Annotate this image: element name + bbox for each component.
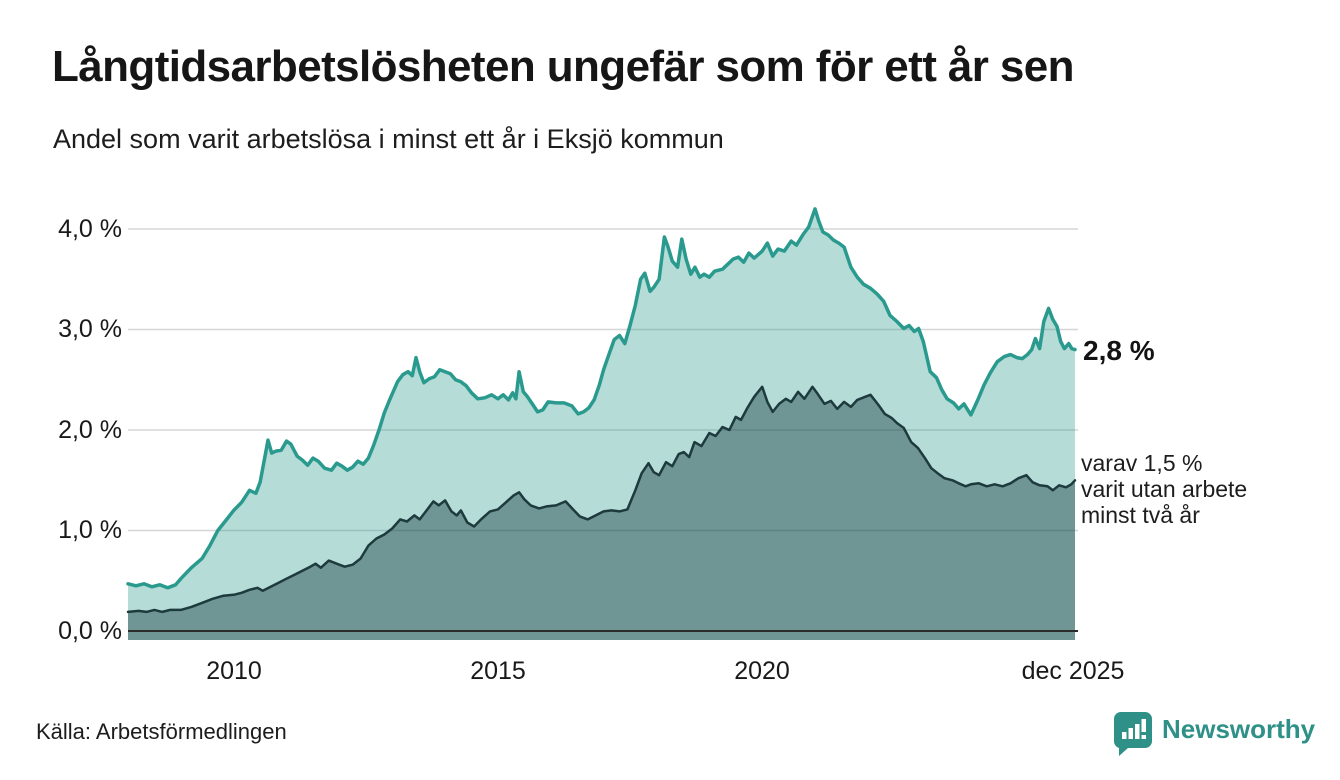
secondary-series-label-line1: varav 1,5 % [1081, 450, 1203, 476]
x-tick-dec-2025: dec 2025 [1021, 657, 1125, 685]
y-tick-3: 3,0 % [58, 315, 122, 343]
y-tick-1: 1,0 % [58, 516, 122, 544]
source-note: Källa: Arbetsförmedlingen [36, 719, 287, 744]
newsworthy-brand: Newsworthy [1112, 710, 1315, 763]
bar-chart-speech-bubble-icon [1112, 710, 1154, 763]
newsworthy-wordmark: Newsworthy [1162, 714, 1316, 744]
y-tick-0: 0,0 % [58, 617, 122, 645]
secondary-series-label: varav 1,5 % varit utan arbete minst två … [1081, 450, 1247, 528]
latest-value-label: 2,8 % [1083, 335, 1155, 366]
x-tick-2010: 2010 [206, 657, 262, 685]
y-tick-2: 2,0 % [58, 416, 122, 444]
secondary-series-label-line2: varit utan arbete [1081, 476, 1248, 502]
y-tick-4: 4,0 % [58, 215, 122, 243]
x-tick-2015: 2015 [470, 657, 526, 685]
x-tick-2020: 2020 [734, 657, 790, 685]
page-title: Långtidsarbetslösheten ungefär som för e… [52, 42, 1075, 91]
secondary-series-label-line3: minst två år [1081, 502, 1200, 528]
chart-subtitle: Andel som varit arbetslösa i minst ett å… [53, 124, 724, 154]
